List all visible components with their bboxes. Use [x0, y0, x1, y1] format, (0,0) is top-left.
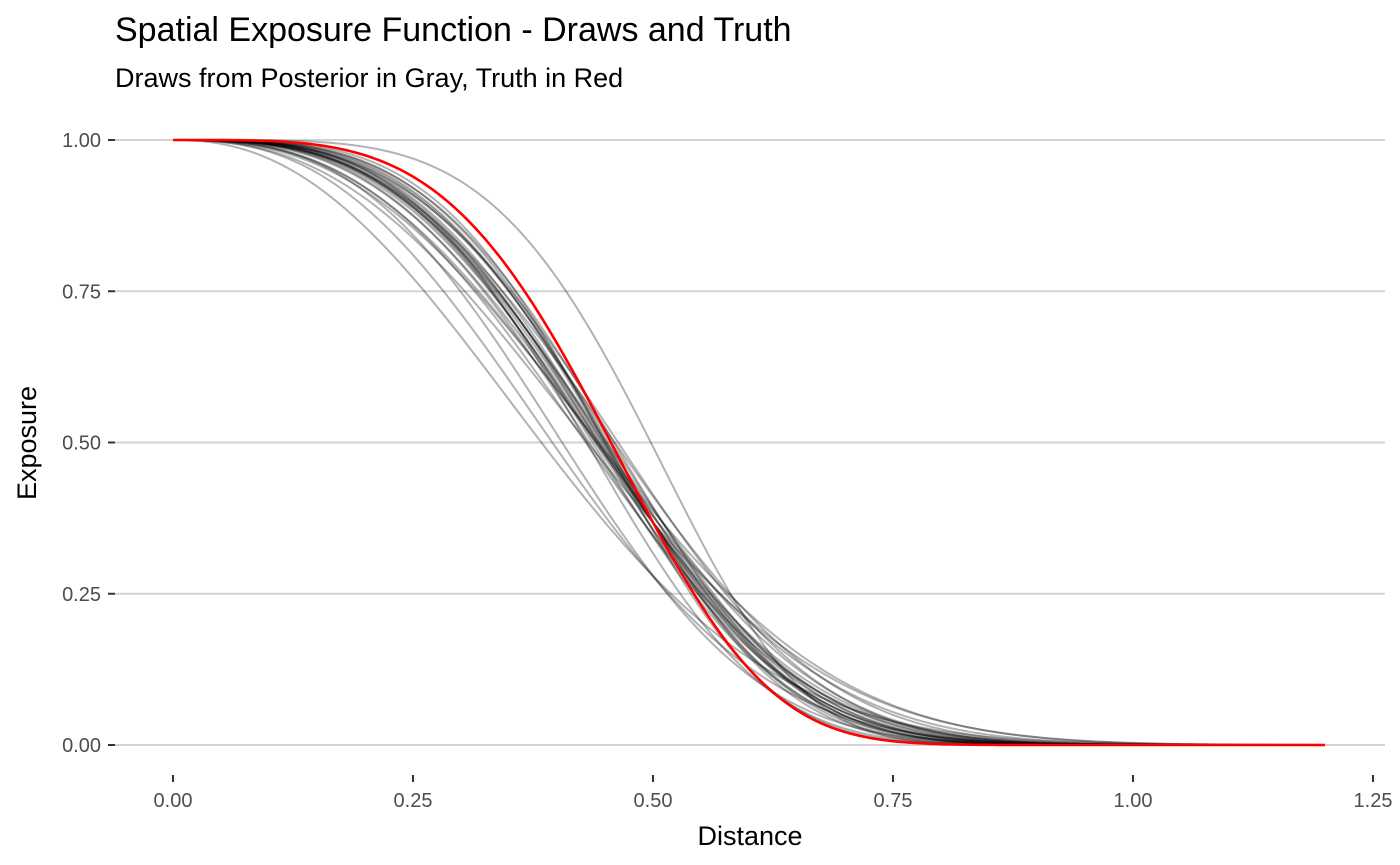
chart-subtitle: Draws from Posterior in Gray, Truth in R… — [115, 63, 624, 93]
posterior-draw-line-22 — [173, 139, 1325, 746]
x-tick-label: 0.25 — [394, 790, 433, 812]
x-axis-title: Distance — [697, 821, 802, 851]
truth-layer — [173, 138, 1325, 747]
y-tick-label: 0.75 — [62, 281, 101, 303]
y-axis: 0.00 0.25 0.50 0.75 1.00 — [62, 130, 115, 757]
y-axis-title: Exposure — [12, 386, 42, 500]
grid-layer — [115, 139, 1385, 746]
x-tick-label: 0.75 — [874, 790, 913, 812]
x-tick-label: 1.25 — [1354, 790, 1393, 812]
y-tick-label: 1.00 — [62, 130, 101, 152]
x-tick-label: 0.50 — [634, 790, 673, 812]
y-tick-label: 0.25 — [62, 584, 101, 606]
chart-title: Spatial Exposure Function - Draws and Tr… — [115, 11, 792, 49]
y-tick-label: 0.50 — [62, 433, 101, 455]
truth-line — [173, 138, 1325, 747]
y-tick-label: 0.00 — [62, 735, 101, 757]
x-tick-label: 0.00 — [154, 790, 193, 812]
x-tick-label: 1.00 — [1114, 790, 1153, 812]
posterior-draw-line-19 — [172, 139, 1326, 746]
x-axis: 0.00 0.25 0.50 0.75 1.00 1.25 — [154, 775, 1393, 812]
